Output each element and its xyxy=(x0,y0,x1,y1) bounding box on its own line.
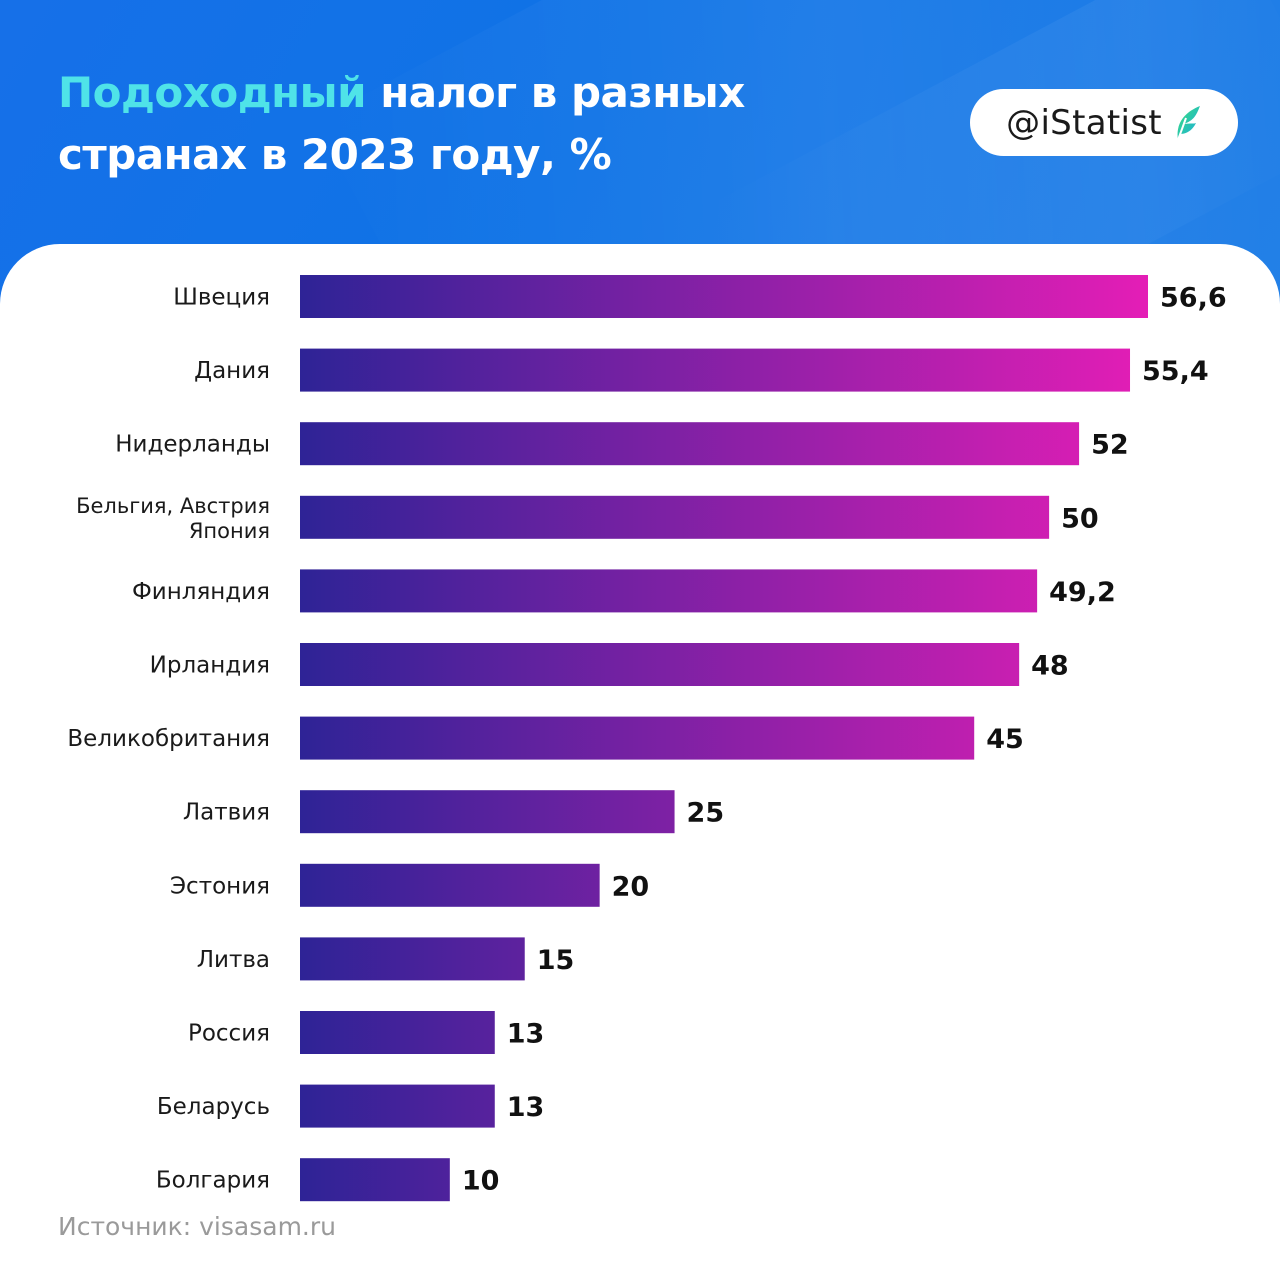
bar-10 xyxy=(300,1011,495,1054)
category-label-8: Эстония xyxy=(170,873,270,899)
value-label-7: 25 xyxy=(687,798,725,829)
bar-9 xyxy=(300,937,525,981)
value-label-5: 48 xyxy=(1031,651,1069,682)
title-accent-word: Подоходный xyxy=(58,68,367,117)
bar-2 xyxy=(300,422,1080,466)
category-label-0: Швеция xyxy=(173,285,270,311)
value-label-9: 15 xyxy=(537,945,575,976)
bar-chart: 56,6 Швеция 55,4 Дания 52 Нидерланды 50 Бельгия… xyxy=(67,275,1227,1202)
value-label-2: 52 xyxy=(1091,430,1129,461)
category-label-3-1: Япония xyxy=(189,519,270,543)
category-label-12: Болгария xyxy=(156,1168,270,1194)
value-label-4: 49,2 xyxy=(1049,577,1116,608)
bar-3 xyxy=(300,495,1050,539)
category-label-10: Россия xyxy=(188,1021,270,1047)
bar-5 xyxy=(300,643,1020,686)
chart-card: 56,6 Швеция 55,4 Дания 52 Нидерланды 50 Бельгия… xyxy=(0,244,1280,1280)
bar-6 xyxy=(300,716,975,760)
category-label-2: Нидерланды xyxy=(115,432,270,458)
value-label-1: 55,4 xyxy=(1142,356,1209,387)
category-label-6: Великобритания xyxy=(67,726,270,752)
category-label-4: Финляндия xyxy=(132,579,270,605)
value-label-0: 56,6 xyxy=(1160,283,1227,314)
category-label-11: Беларусь xyxy=(157,1094,270,1120)
value-label-6: 45 xyxy=(986,724,1024,755)
source-note: Источник: visasam.ru xyxy=(58,1212,336,1241)
category-label-9: Литва xyxy=(197,947,270,973)
bar-12 xyxy=(300,1158,450,1202)
value-label-12: 10 xyxy=(462,1166,500,1197)
category-label-1: Дания xyxy=(194,358,270,384)
category-label-3-0: Бельгия, Австрия xyxy=(76,494,270,518)
category-label-7: Латвия xyxy=(183,800,270,826)
brand-badge: @iStatist xyxy=(970,89,1238,156)
value-label-3: 50 xyxy=(1061,503,1099,534)
category-label-5: Ирландия xyxy=(150,653,270,679)
value-label-8: 20 xyxy=(612,871,650,902)
value-label-11: 13 xyxy=(507,1092,545,1123)
istatist-leaf-icon xyxy=(1176,105,1200,140)
bar-8 xyxy=(300,863,600,907)
title-line1-rest: налог в разных xyxy=(366,68,745,117)
brand-handle: @iStatist xyxy=(1006,102,1162,143)
page-title: Подоходный налог в разных странах в 2023… xyxy=(58,62,818,186)
value-label-10: 13 xyxy=(507,1019,545,1050)
bar-1 xyxy=(300,348,1131,392)
bar-0 xyxy=(300,275,1148,318)
bar-11 xyxy=(300,1084,495,1128)
bar-7 xyxy=(300,790,675,834)
title-line2: странах в 2023 году, % xyxy=(58,130,612,179)
bar-4 xyxy=(300,569,1038,613)
